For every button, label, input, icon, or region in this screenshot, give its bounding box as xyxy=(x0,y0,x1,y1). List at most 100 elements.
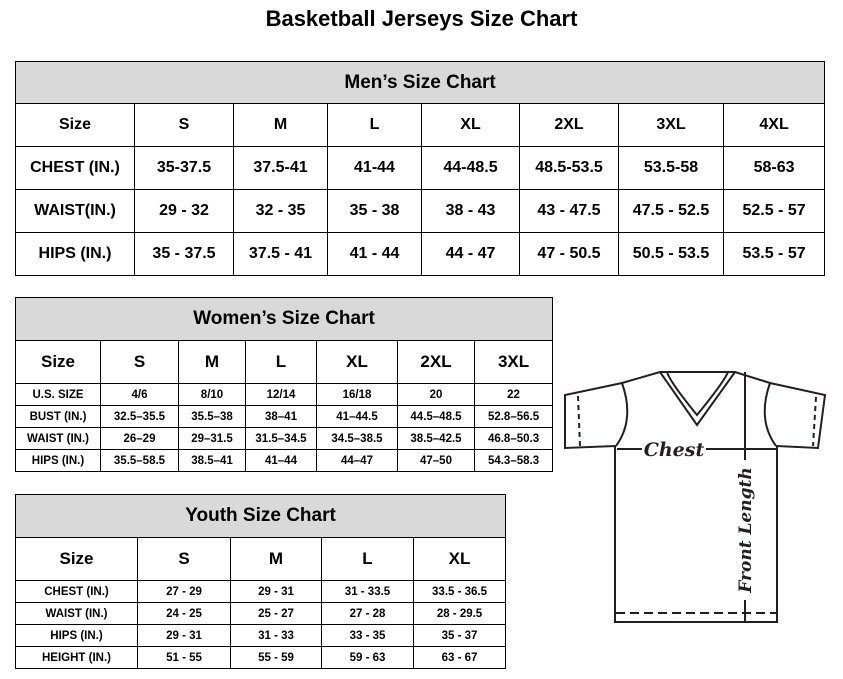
row-label: HIPS (IN.) xyxy=(15,624,138,647)
table-cell: 54.3–58.3 xyxy=(473,449,554,472)
table-cell: 46.8–50.3 xyxy=(473,427,554,450)
column-header: XL xyxy=(316,340,398,384)
jersey-outline xyxy=(564,371,827,623)
table-cell: 31.5–34.5 xyxy=(245,427,317,450)
table-cell: 26–29 xyxy=(100,427,179,450)
table-cell: 38–41 xyxy=(245,405,317,428)
table-cell: 29–31.5 xyxy=(178,427,246,450)
table-cell: 32 - 35 xyxy=(233,189,328,233)
table-cell: 51 - 55 xyxy=(137,646,231,669)
womens-size-table: Women’s Size Chart Size S M L XL 2XL 3XL U.S. S… xyxy=(14,297,554,472)
table-cell: 32.5–35.5 xyxy=(100,405,179,428)
table-row: HEIGHT (IN.) 51 - 55 55 - 59 59 - 63 63 - 67 xyxy=(15,646,507,669)
column-header: Size xyxy=(15,340,101,384)
table-row: CHEST (IN.) 27 - 29 29 - 31 31 - 33.5 33.5 -… xyxy=(15,580,507,603)
table-cell: 20 xyxy=(397,383,475,406)
column-header: Size xyxy=(15,537,138,581)
table-cell: 52.8–56.5 xyxy=(473,405,554,428)
table-cell: 63 - 67 xyxy=(412,646,507,669)
table-cell: 12/14 xyxy=(245,383,317,406)
column-header: 4XL xyxy=(722,103,826,147)
table-row: HIPS (IN.) 35 - 37.5 37.5 - 41 41 - 44 44 - … xyxy=(15,232,826,276)
table-cell: 28 - 29.5 xyxy=(412,602,507,625)
table-row: U.S. SIZE 4/6 8/10 12/14 16/18 20 22 xyxy=(15,383,554,406)
row-label: CHEST (IN.) xyxy=(15,146,135,190)
column-header: M xyxy=(178,340,246,384)
column-header: M xyxy=(230,537,322,581)
column-header: 2XL xyxy=(519,103,619,147)
table-cell: 53.5-58 xyxy=(618,146,724,190)
table-cell: 35 - 37 xyxy=(412,624,507,647)
row-label: U.S. SIZE xyxy=(15,383,101,406)
youth-size-table: Youth Size Chart Size S M L XL CHEST (IN.) 27 … xyxy=(14,494,507,669)
table-cell: 29 - 31 xyxy=(230,580,322,603)
row-label: WAIST (IN.) xyxy=(15,602,138,625)
table-cell: 41 - 44 xyxy=(327,232,422,276)
men-header-row: Size S M L XL 2XL 3XL 4XL xyxy=(15,103,826,147)
table-row: HIPS (IN.) 29 - 31 31 - 33 33 - 35 35 - 37 xyxy=(15,624,507,647)
table-cell: 47.5 - 52.5 xyxy=(618,189,724,233)
table-row: WAIST (IN.) 24 - 25 25 - 27 27 - 28 28 - 29.… xyxy=(15,602,507,625)
table-cell: 31 - 33 xyxy=(230,624,322,647)
table-cell: 38.5–41 xyxy=(178,449,246,472)
table-cell: 52.5 - 57 xyxy=(722,189,826,233)
v-neck-outer xyxy=(659,371,736,427)
table-cell: 31 - 33.5 xyxy=(321,580,414,603)
table-cell: 41–44.5 xyxy=(316,405,398,428)
table-cell: 47 - 50.5 xyxy=(519,232,619,276)
column-header: 3XL xyxy=(618,103,724,147)
right-armhole xyxy=(763,382,777,447)
table-cell: 35.5–58.5 xyxy=(100,449,179,472)
column-header: M xyxy=(233,103,328,147)
row-label: WAIST(IN.) xyxy=(15,189,135,233)
column-header: S xyxy=(137,537,231,581)
column-header: L xyxy=(245,340,317,384)
table-cell: 35-37.5 xyxy=(134,146,234,190)
table-cell: 50.5 - 53.5 xyxy=(618,232,724,276)
table-cell: 35 - 37.5 xyxy=(134,232,234,276)
table-cell: 37.5-41 xyxy=(233,146,328,190)
table-cell: 29 - 32 xyxy=(134,189,234,233)
youth-header-row: Size S M L XL xyxy=(15,537,507,581)
chest-label: Chest xyxy=(644,439,705,461)
table-cell: 53.5 - 57 xyxy=(722,232,826,276)
row-label: BUST (IN.) xyxy=(15,405,101,428)
row-label: CHEST (IN.) xyxy=(15,580,138,603)
table-cell: 8/10 xyxy=(178,383,246,406)
table-cell: 35.5–38 xyxy=(178,405,246,428)
table-row: CHEST (IN.) 35-37.5 37.5-41 41-44 44-48.5 48.… xyxy=(15,146,826,190)
row-label: HEIGHT (IN.) xyxy=(15,646,138,669)
table-cell: 4/6 xyxy=(100,383,179,406)
front-length-label: Front Length xyxy=(736,467,756,593)
table-cell: 33 - 35 xyxy=(321,624,414,647)
column-header: Size xyxy=(15,103,135,147)
table-row: WAIST(IN.) 29 - 32 32 - 35 35 - 38 38 - 43 43… xyxy=(15,189,826,233)
page-title: Basketball Jerseys Size Chart xyxy=(265,6,578,31)
table-cell: 44-48.5 xyxy=(421,146,520,190)
column-header: L xyxy=(321,537,414,581)
table-cell: 41-44 xyxy=(327,146,422,190)
column-header: 2XL xyxy=(397,340,475,384)
table-cell: 41–44 xyxy=(245,449,317,472)
column-header: S xyxy=(100,340,179,384)
column-header: 3XL xyxy=(473,340,554,384)
right-sleeve-hem xyxy=(812,396,817,447)
table-cell: 44–47 xyxy=(316,449,398,472)
v-neck-inner xyxy=(666,371,729,417)
table-cell: 38.5–42.5 xyxy=(397,427,475,450)
column-header: L xyxy=(327,103,422,147)
mens-size-table: Men’s Size Chart Size S M L XL 2XL 3XL 4XL CHEST… xyxy=(14,61,826,276)
table-cell: 47–50 xyxy=(397,449,475,472)
table-cell: 44 - 47 xyxy=(421,232,520,276)
table-cell: 37.5 - 41 xyxy=(233,232,328,276)
table-cell: 44.5–48.5 xyxy=(397,405,475,428)
table-cell: 25 - 27 xyxy=(230,602,322,625)
left-sleeve-hem xyxy=(577,395,581,447)
table-cell: 16/18 xyxy=(316,383,398,406)
table-cell: 58-63 xyxy=(722,146,826,190)
table-cell: 48.5-53.5 xyxy=(519,146,619,190)
table-cell: 27 - 28 xyxy=(321,602,414,625)
table-cell: 29 - 31 xyxy=(137,624,231,647)
womens-table-caption: Women’s Size Chart xyxy=(14,297,554,341)
